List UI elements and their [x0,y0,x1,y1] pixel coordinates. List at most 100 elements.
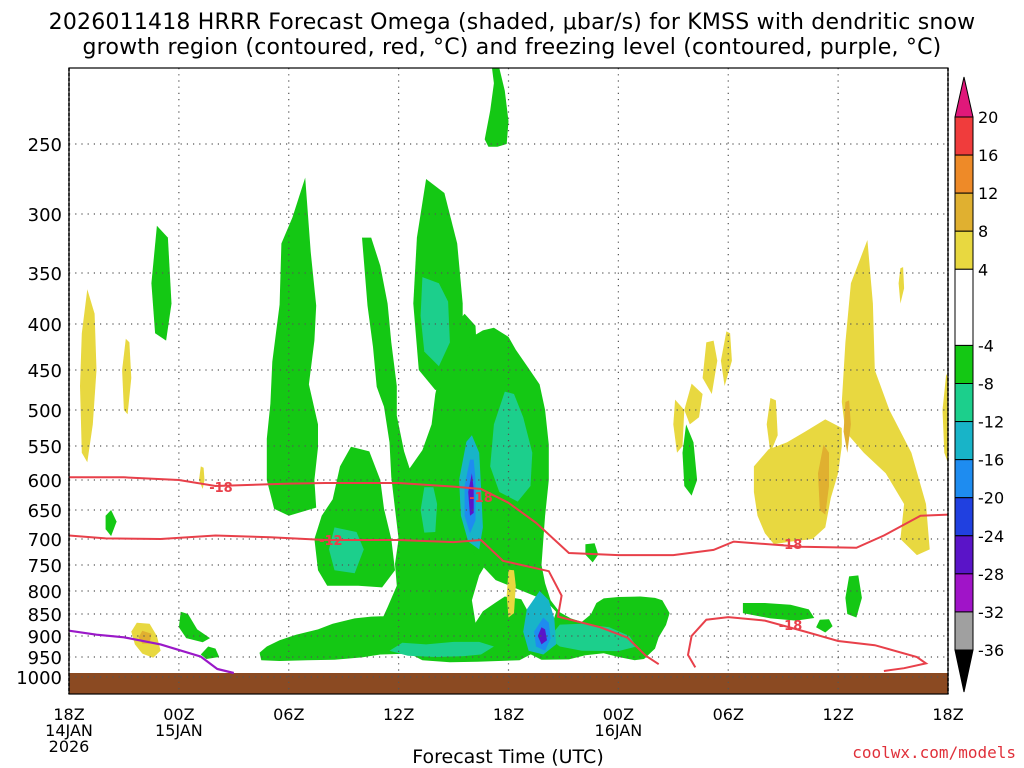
colorbar-label-4: 4 [978,260,988,279]
y-tick-label-550: 550 [28,437,62,458]
colorbar-bin-1 [954,154,974,194]
colorbar-label--12: -12 [978,413,1004,432]
y-tick-label-600: 600 [28,471,62,492]
green-small-blob-f [682,424,698,496]
colorbar-bin-2 [954,192,974,232]
yellow-right-h [753,419,842,545]
y-tick-label-1000: 1000 [16,668,62,689]
colorbar-label--8: -8 [978,375,994,394]
x-tick-label-0: 18Z [53,705,84,724]
colorbar-bin-9 [954,497,974,537]
green-small-blob-c [178,611,210,643]
x-tick-date-6: 15JAN [155,721,203,740]
colorbar-bottom-arrow [954,649,974,693]
yellow-right-d [720,331,732,386]
teal-upper [420,277,450,367]
yellow-left-3 [199,466,205,489]
x-tick-label-6: 00Z [163,705,194,724]
colorbar-bin-4 [954,268,974,346]
teal-low-band [389,641,494,657]
x-tick-label-42: 12Z [822,705,853,724]
colorbar-bin-8 [954,459,974,499]
colorbar-label--24: -24 [978,527,1004,546]
colorbar-bin-10 [954,535,974,575]
yellow-right-b [684,383,703,425]
x-tick-date-30: 16JAN [595,721,643,740]
green-top-plume [484,68,509,147]
y-tick-label-900: 900 [28,627,62,648]
chart-title-line-1: 2026011418 HRRR Forecast Omega (shaded, … [48,10,976,35]
y-tick-label-650: 650 [28,501,62,522]
yellow-right-a [673,399,685,453]
colorbar-bin-6 [954,383,974,423]
colorbar-label-20: 20 [978,108,998,127]
y-tick-label-400: 400 [28,315,62,336]
x-tick-label-48: 18Z [932,705,963,724]
y-tick-label-300: 300 [28,205,62,226]
yellow-left-2 [122,338,132,415]
colorbar-label--28: -28 [978,565,1004,584]
green-tall-plume [266,177,318,516]
minus12-contour [69,534,660,666]
teal-right-plume [490,391,533,502]
yellow-right-e [766,398,778,453]
green-small-blob-i [845,575,862,618]
yellow-mid-a [506,569,516,618]
colorbar-label--16: -16 [978,451,1004,470]
yellow-right-c [702,340,718,394]
colorbar-bin-11 [954,573,974,613]
green-small-blob-h [816,619,833,633]
colorbar-label-16: 16 [978,146,998,165]
teal-low-band-2 [548,623,637,652]
y-tick-label-950: 950 [28,648,62,669]
yellow-right-f [841,240,930,556]
colorbar-label-12: 12 [978,184,998,203]
green-small-blob-b [105,510,117,537]
x-tick-label-30: 00Z [603,705,634,724]
colorbar-label-8: 8 [978,222,988,241]
minus18-contour [69,476,948,557]
colorbar-bin-7 [954,421,974,461]
freezing-level-contour [69,629,235,675]
yellow-right-g [942,374,948,463]
contour-label-3: -18 [779,538,803,553]
colorbar-bin-12 [954,611,974,651]
purple-left-core [468,473,474,516]
y-tick-label-500: 500 [28,401,62,422]
x-tick-label-12: 06Z [273,705,304,724]
orange-right-core-2 [843,400,851,453]
contour-label-2: -18 [469,491,493,506]
green-small-blob-d [200,646,220,659]
source-watermark: coolwx.com/models [852,743,1016,762]
colorbar-label--32: -32 [978,603,1004,622]
y-tick-label-800: 800 [28,582,62,603]
colorbar-label--20: -20 [978,489,1004,508]
yellow-right-i [898,267,905,304]
yellow-far-left [80,289,97,463]
x-axis-label: Forecast Time (UTC) [412,746,603,768]
colorbar-bin-5 [954,344,974,384]
colorbar-label--36: -36 [978,641,1004,660]
chart-title-line-2: growth region (contoured, red, °C) and f… [82,35,942,60]
contour-label-1: -12 [319,534,343,549]
colorbar-bin-3 [954,230,974,270]
purple-lower-core [537,627,547,645]
y-tick-label-850: 850 [28,605,62,626]
x-tick-date-0: 14JAN [45,721,93,740]
colorbar-bin-0 [954,116,974,156]
y-tick-label-700: 700 [28,530,62,551]
orange-right-core [818,444,829,515]
colorbar-top-arrow [954,76,974,118]
contour-label-0: -18 [209,481,233,496]
colorbar-label--4: -4 [978,336,994,355]
y-tick-label-450: 450 [28,361,62,382]
x-tick-year-0: 2026 [49,737,90,756]
y-tick-label-250: 250 [28,135,62,156]
x-tick-label-36: 06Z [713,705,744,724]
x-tick-label-24: 18Z [493,705,524,724]
green-small-blob-a [151,225,172,341]
y-tick-label-750: 750 [28,556,62,577]
green-small-blob-g [742,603,815,621]
x-tick-label-18: 12Z [383,705,414,724]
